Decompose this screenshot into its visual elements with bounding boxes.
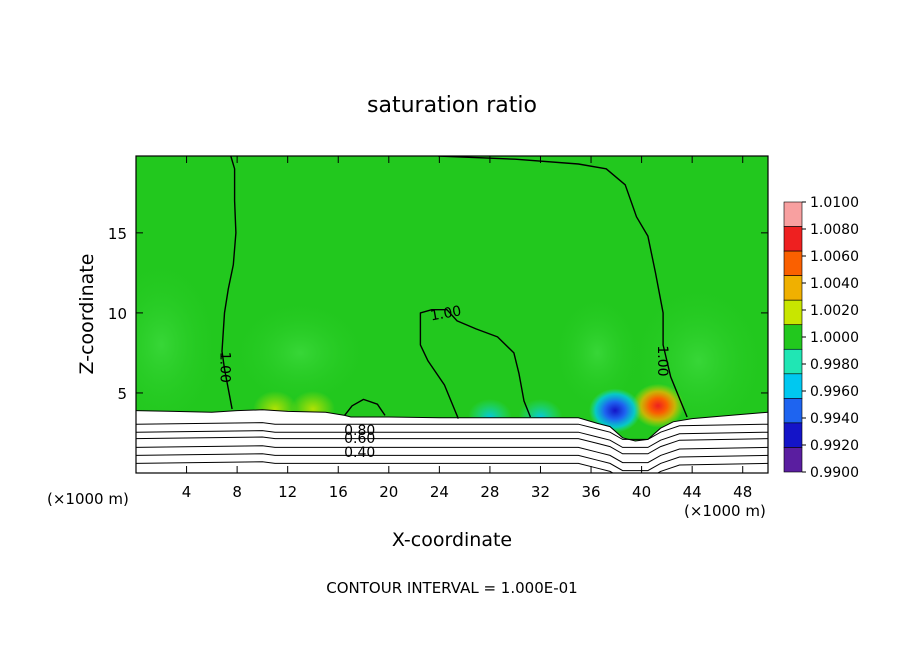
x-tick-label-2: 12 [278,483,297,501]
shading-plume-1 [136,254,222,435]
contour-label-4: 0.60 [344,431,375,447]
x-axis: 4 8 12 16 20 24 28 32 36 40 44 48 [182,156,752,501]
terrain-contours [136,422,768,473]
contour-label-2: 1.00 [654,345,670,376]
terrain-contour-2 [136,436,768,455]
colorbar: 1.0100 1.0080 1.0060 1.0040 1.0020 1.0000 0.99… [783,195,859,481]
x-tick-label-3: 16 [329,483,348,501]
colorbar-swatch-7 [783,373,803,399]
colorbar-swatch-4 [783,299,803,326]
anomaly-dry-1 [589,388,642,433]
colorbar-label-1: 1.0080 [810,222,859,238]
x-unit-right: (×1000 m) [684,502,766,520]
anomaly-moist-0 [632,383,685,428]
terrain-contour-5 [136,461,768,473]
colorbar-label-0: 1.0100 [810,195,859,211]
colorbar-label-5: 1.0000 [810,330,859,346]
x-tick-label-0: 4 [182,483,192,501]
plot-frame [135,155,769,474]
colorbar-label-3: 1.0040 [810,276,859,292]
colorbar-label-8: 0.9940 [810,411,859,427]
colorbar-swatch-9 [783,422,803,448]
contour-line-0 [221,156,237,410]
colorbar-swatch-0 [783,201,803,227]
x-tick-label-4: 20 [379,483,398,501]
terrain-contour-3 [136,445,768,464]
terrain-contour-1 [136,430,768,448]
contour-interval-note: CONTOUR INTERVAL = 1.000E-01 [326,579,577,597]
colorbar-swatch-8 [783,398,803,424]
x-tick-label-10: 44 [683,483,702,501]
x-axis-label: X-coordinate [392,529,512,551]
chart-title: saturation ratio [367,93,537,118]
x-unit-left: (×1000 m) [47,490,129,508]
contour-label-1: 1.00 [429,303,462,324]
contour-line-2 [419,309,532,419]
colorbar-swatch-5 [783,324,803,350]
y-tick-label-1: 10 [108,305,127,323]
y-tick-label-2: 15 [108,225,127,243]
contour-line-3 [344,398,386,416]
terrain-contour-0 [136,422,768,440]
contour-lines [221,156,688,419]
x-tick-label-8: 36 [581,483,600,501]
colorbar-label-10: 0.9900 [810,465,859,481]
shading-plume-2 [230,297,371,408]
x-tick-label-6: 28 [480,483,499,501]
terrain-region [136,409,768,473]
colorbar-label-2: 1.0060 [810,249,859,265]
colorbar-swatch-10 [783,447,803,473]
colorbar-swatch-3 [783,275,803,301]
x-tick-label-9: 40 [632,483,651,501]
shading-plume-3 [552,292,643,413]
colorbar-label-6: 0.9980 [810,357,859,373]
y-axis-label: Z-coordinate [76,254,98,375]
plot-field: 1.00 1.00 1.00 0.800.600.40 [136,156,768,473]
x-tick-label-1: 8 [232,483,242,501]
contour-labels: 1.00 1.00 1.00 0.800.600.40 [217,303,670,461]
colorbar-swatch-6 [783,348,803,375]
colorbar-label-9: 0.9920 [810,438,859,454]
x-tick-label-5: 24 [430,483,449,501]
y-tick-label-0: 5 [117,385,127,403]
colorbar-label-4: 1.0020 [810,303,859,319]
contour-line-1 [438,156,688,418]
colorbar-swatch-2 [783,250,803,276]
contour-label-5: 0.40 [344,445,375,461]
x-tick-label-7: 32 [531,483,550,501]
terrain-surface-line [136,409,768,442]
terrain-contour-4 [136,453,768,472]
contour-label-3: 0.80 [344,423,375,439]
colorbar-swatch-1 [783,226,803,252]
y-axis: 5 10 15 [108,225,768,403]
colorbar-label-7: 0.9960 [810,384,859,400]
contour-label-0: 1.00 [217,352,233,383]
x-tick-label-11: 48 [733,483,752,501]
